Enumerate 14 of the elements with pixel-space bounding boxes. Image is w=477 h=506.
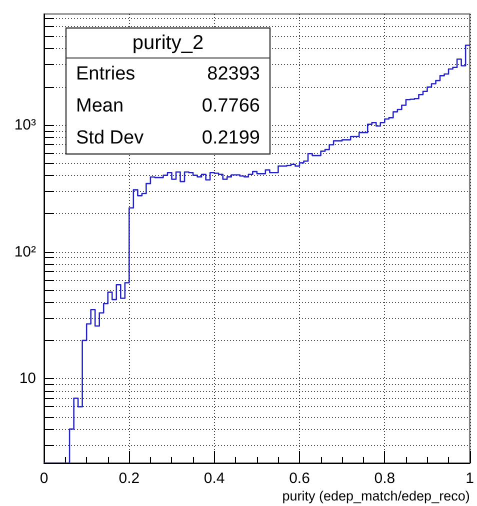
y-tick-label: 10: [19, 370, 36, 388]
y-tick-label: 10³: [14, 116, 36, 134]
x-tick-label: 0.8: [374, 470, 396, 487]
y-tick-label: 10²: [14, 243, 36, 260]
text: Entries 82393: [76, 64, 260, 84]
text: purity_2: [132, 32, 204, 54]
x-tick-label: 0.4: [204, 470, 225, 487]
x-tick-label: 0.6: [289, 470, 310, 487]
x-axis-title: purity (edep_match/edep_reco): [282, 488, 470, 504]
x-tick-label: 1: [466, 470, 474, 487]
text: Std Dev 0.2199: [76, 128, 260, 148]
x-tick-label: 0.2: [118, 470, 140, 487]
x-tick-label: 0: [40, 470, 48, 487]
text: Mean 0.7766: [76, 96, 260, 116]
